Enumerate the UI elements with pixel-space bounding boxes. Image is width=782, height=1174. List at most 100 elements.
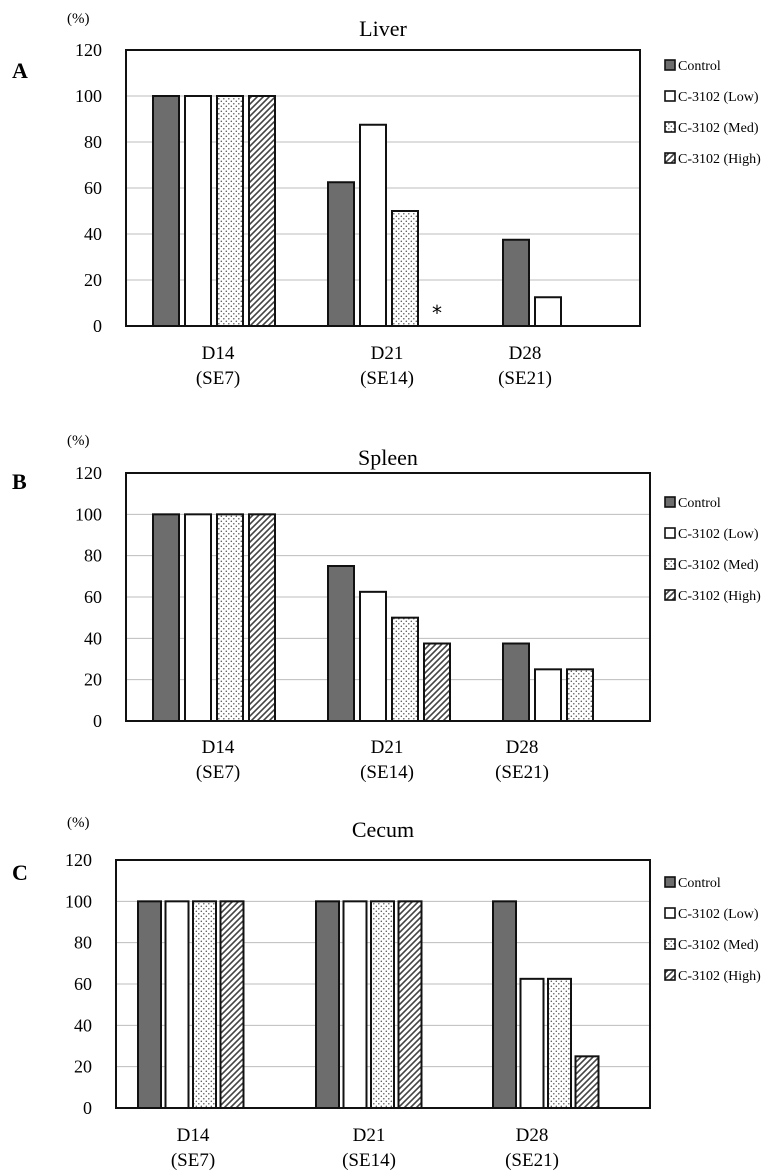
bar-hatch-0	[219, 900, 245, 1109]
bar-dark-2	[502, 642, 530, 722]
plot-frame	[125, 49, 641, 327]
bar-dots-1	[391, 210, 419, 327]
bar-white-0	[184, 513, 212, 722]
x-category-label: D21	[353, 1125, 386, 1146]
panel-letter: B	[12, 469, 27, 494]
bar-dots-0	[216, 95, 244, 327]
y-tick-label: 20	[84, 670, 102, 690]
legend-swatch-hatch	[664, 969, 676, 981]
bar-dark-1	[315, 900, 340, 1109]
legend-swatch-white	[664, 907, 676, 919]
x-category-sublabel: (SE21)	[495, 762, 549, 783]
y-tick-label: 100	[75, 504, 102, 524]
y-tick-label: 100	[65, 891, 92, 911]
bar-dark-2	[492, 900, 517, 1109]
y-tick-label: 60	[74, 974, 92, 994]
bar-dots-1	[391, 616, 419, 723]
legend-label: C-3102 (Med)	[678, 938, 759, 953]
legend-swatch-white	[664, 90, 676, 102]
x-category-sublabel: (SE7)	[196, 368, 240, 389]
bar-dark-0	[152, 95, 180, 327]
bar-hatch-1	[397, 900, 423, 1109]
bar-white-0	[164, 900, 190, 1109]
y-unit-label: (%)	[67, 433, 90, 449]
panel-letter: A	[12, 58, 28, 83]
legend-label: Control	[678, 876, 721, 891]
bar-dark-1	[327, 565, 355, 722]
y-tick-label: 40	[74, 1015, 92, 1035]
y-tick-label: 0	[93, 711, 102, 731]
x-category-sublabel: (SE14)	[342, 1150, 396, 1171]
y-tick-label: 120	[75, 40, 102, 60]
legend-swatch-dark	[664, 876, 676, 888]
plot-frame	[115, 859, 651, 1109]
legend-label: C-3102 (Low)	[678, 90, 759, 105]
y-tick-label: 80	[84, 132, 102, 152]
y-tick-label: 120	[75, 463, 102, 483]
x-category-sublabel: (SE7)	[196, 762, 240, 783]
y-tick-label: 120	[65, 850, 92, 870]
y-tick-label: 0	[83, 1098, 92, 1118]
x-category-label: D21	[371, 737, 404, 758]
bar-dark-2	[502, 238, 530, 327]
y-tick-label: 0	[93, 316, 102, 336]
bar-hatch-2	[574, 1055, 600, 1110]
bar-dots-0	[216, 513, 244, 722]
bar-dark-1	[327, 181, 355, 327]
bar-dots-1	[370, 900, 395, 1109]
bar-hatch-0	[248, 95, 276, 327]
legend-label: C-3102 (Low)	[678, 907, 759, 922]
legend-swatch-white	[664, 527, 676, 539]
legend-label: C-3102 (Med)	[678, 558, 759, 573]
legend-swatch-dark	[664, 59, 676, 71]
legend-label: C-3102 (Low)	[678, 527, 759, 542]
y-tick-label: 60	[84, 178, 102, 198]
y-tick-label: 40	[84, 224, 102, 244]
y-tick-label: 60	[84, 587, 102, 607]
legend-label: C-3102 (High)	[678, 152, 761, 167]
x-category-sublabel: (SE21)	[505, 1150, 559, 1171]
x-category-label: D28	[509, 343, 542, 364]
chart-panel-c: C (%) Cecum 0 20 40 60 80 100 120 D14 (SE7) D21 (SE14…	[12, 815, 761, 1171]
bar-dots-2	[547, 977, 572, 1109]
chart-title: Spleen	[358, 445, 418, 470]
bar-dark-0	[152, 513, 180, 722]
legend-label: Control	[678, 496, 721, 511]
bar-hatch-0	[248, 513, 276, 722]
plot-frame	[125, 472, 651, 722]
chart-panel-b: B (%) Spleen 0 20 40 60 80 100 120 D14 (SE7) D21 (SE1…	[12, 433, 761, 783]
y-tick-label: 40	[84, 628, 102, 648]
x-category-label: D28	[506, 737, 539, 758]
legend-swatch-hatch	[664, 152, 676, 164]
legend-swatch-dark	[664, 496, 676, 508]
legend-swatch-dots	[664, 558, 676, 570]
bar-white-1	[342, 900, 368, 1109]
legend-label: C-3102 (Med)	[678, 121, 759, 136]
chart-title: Cecum	[352, 817, 414, 842]
x-category-sublabel: (SE7)	[171, 1150, 215, 1171]
chart-panel-a: A (%) Liver * 0 20 40 60 80 100 120 D14 (SE7) D21 (SE1…	[12, 11, 761, 389]
chart-title: Liver	[359, 16, 407, 41]
y-tick-label: 80	[84, 546, 102, 566]
y-tick-label: 20	[84, 270, 102, 290]
bar-white-1	[359, 590, 387, 722]
bar-hatch-1	[423, 642, 451, 722]
panel-letter: C	[12, 860, 28, 885]
legend-swatch-hatch	[664, 589, 676, 601]
bar-white-2	[534, 668, 562, 722]
legend-label: C-3102 (High)	[678, 589, 761, 604]
x-category-sublabel: (SE14)	[360, 368, 414, 389]
x-category-sublabel: (SE21)	[498, 368, 552, 389]
bar-dots-0	[192, 900, 217, 1109]
bar-dark-0	[137, 900, 162, 1109]
bar-white-2	[534, 296, 562, 327]
x-category-label: D28	[516, 1125, 549, 1146]
y-unit-label: (%)	[67, 815, 90, 831]
y-tick-label: 100	[75, 86, 102, 106]
bar-dots-2	[566, 668, 594, 722]
y-tick-label: 80	[74, 933, 92, 953]
legend-swatch-dots	[664, 938, 676, 950]
bar-white-2	[519, 977, 545, 1109]
y-tick-label: 20	[74, 1057, 92, 1077]
